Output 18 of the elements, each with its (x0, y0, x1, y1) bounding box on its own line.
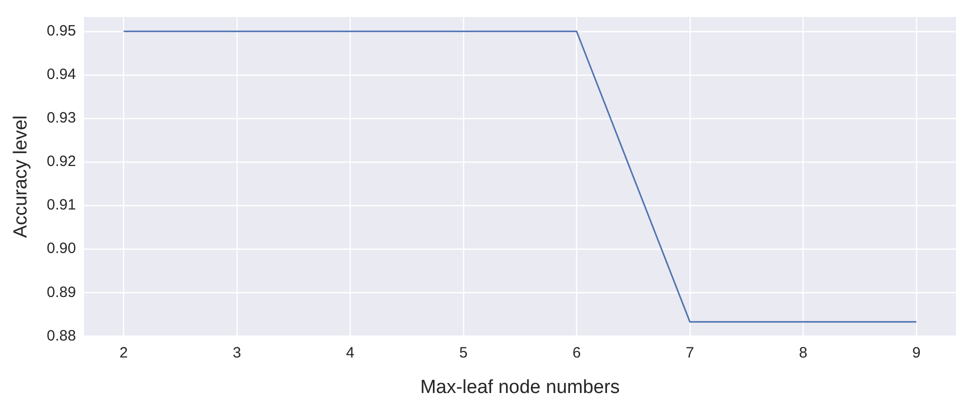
y-axis-title: Accuracy level (10, 115, 32, 238)
x-tick-label: 8 (798, 344, 808, 362)
y-tick-label: 0.92 (46, 153, 76, 170)
y-tick-label: 0.91 (46, 196, 76, 214)
y-tick-label: 0.95 (46, 22, 76, 40)
x-tick-label: 6 (572, 344, 581, 362)
x-tick-label: 4 (346, 344, 354, 362)
y-tick-label: 0.88 (46, 327, 76, 344)
x-tick-label: 3 (232, 344, 242, 362)
x-tick-label: 9 (912, 344, 921, 362)
y-tick-label: 0.93 (46, 110, 76, 127)
x-tick-label: 2 (119, 344, 128, 362)
y-tick-label: 0.89 (46, 284, 76, 301)
y-tick-label: 0.94 (46, 66, 76, 84)
y-tick-label: 0.90 (46, 240, 76, 258)
x-axis-title: Max-leaf node numbers (420, 376, 620, 398)
x-tick-label: 7 (686, 344, 694, 362)
x-tick-label: 5 (459, 344, 468, 362)
